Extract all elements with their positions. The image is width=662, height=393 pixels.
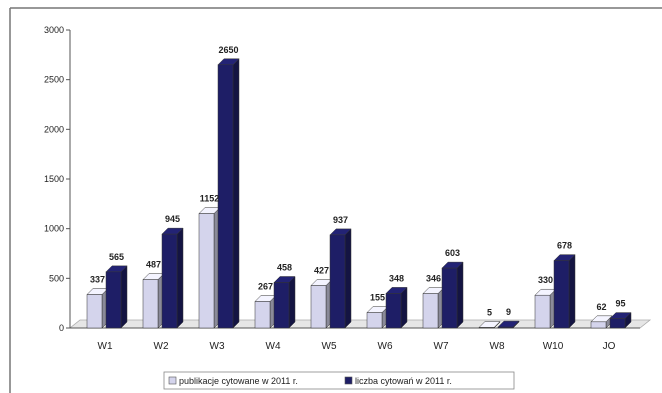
bar — [609, 311, 632, 329]
y-tick-label: 2500 — [44, 75, 64, 85]
x-tick-label: W5 — [322, 341, 337, 352]
bar-front — [310, 285, 327, 329]
bar-value-label: 603 — [445, 248, 460, 258]
category-labels: W1 W2 W3 W4 W5 W6 W7 W8 W10 JO — [98, 341, 616, 352]
bar — [422, 287, 445, 329]
y-tick-label: 3000 — [44, 25, 64, 35]
legend-label-series-0: publikacje cytowane w 2011 r. — [179, 376, 298, 386]
bar-value-label: 1152 — [200, 194, 220, 204]
bar — [254, 294, 277, 329]
bar-front — [329, 234, 346, 329]
bar-front — [422, 293, 439, 329]
bar-value-label: 330 — [538, 275, 553, 285]
bar-front — [105, 271, 122, 329]
bar — [329, 228, 352, 329]
y-tick-label: 0 — [59, 323, 64, 333]
bar-front — [366, 312, 383, 329]
x-tick-label: W7 — [434, 341, 449, 352]
bar — [86, 287, 109, 329]
bar — [105, 265, 128, 329]
bar-value-label: 458 — [277, 263, 292, 273]
bar-value-label: 565 — [109, 252, 124, 262]
bar — [478, 320, 501, 329]
bar-value-label: 427 — [314, 266, 329, 276]
bar-side — [288, 275, 296, 329]
bar-side — [120, 265, 128, 329]
bar-value-label: 9 — [506, 307, 511, 317]
bar — [142, 273, 165, 329]
x-tick-label: W2 — [154, 341, 169, 352]
bar-value-label: 62 — [596, 302, 606, 312]
bar-side — [400, 286, 408, 329]
bar-front — [385, 293, 402, 329]
bar-value-label: 487 — [146, 260, 161, 270]
x-tick-label: W10 — [543, 341, 564, 352]
bar — [161, 227, 184, 329]
bar-front — [497, 326, 514, 329]
bar-value-label: 346 — [426, 274, 441, 284]
bar-value-label: 155 — [370, 293, 385, 303]
bar — [273, 275, 296, 329]
bar-value-label: 2650 — [218, 45, 238, 55]
legend-swatch-series-0 — [168, 376, 177, 385]
bar — [366, 305, 389, 329]
bar-front — [609, 318, 626, 329]
legend-swatch-series-1 — [344, 376, 353, 385]
bar-front — [553, 260, 570, 329]
bar-front — [217, 64, 234, 329]
bar-front — [254, 301, 271, 329]
legend: publikacje cytowane w 2011 r. liczba cyt… — [163, 371, 515, 390]
bar-value-label: 937 — [333, 215, 348, 225]
x-tick-label: JO — [603, 341, 616, 352]
bar — [217, 58, 240, 329]
bar-side — [176, 227, 184, 329]
bar — [497, 320, 520, 329]
y-ticks: 0 500 1000 1500 2000 2500 3000 — [44, 25, 70, 333]
bar — [385, 286, 408, 329]
bar-value-label: 945 — [165, 214, 180, 224]
y-tick-label: 1500 — [44, 174, 64, 184]
bar-front — [86, 294, 103, 329]
legend-label-series-1: liczba cytowań w 2011 r. — [355, 376, 452, 386]
bar-front — [441, 267, 458, 329]
bar-front — [142, 279, 159, 329]
y-tick-label: 1000 — [44, 224, 64, 234]
legend-box — [163, 371, 515, 390]
x-tick-label: W8 — [490, 341, 505, 352]
bar-side — [344, 228, 352, 329]
bar — [310, 278, 333, 329]
bar-value-label: 678 — [557, 241, 572, 251]
bar-value-label: 337 — [90, 275, 105, 285]
x-tick-label: W3 — [210, 341, 225, 352]
bar-front — [273, 282, 290, 329]
bar — [441, 261, 464, 329]
y-tick-label: 500 — [49, 273, 64, 283]
x-tick-label: W1 — [98, 341, 113, 352]
bar-side — [568, 254, 576, 329]
bar-value-label: 95 — [615, 299, 625, 309]
bar-value-label: 267 — [258, 281, 273, 291]
bar — [553, 254, 576, 329]
bar — [198, 206, 221, 329]
value-labels: 337 565 487 945 1152 2650 267 458 427 937 155 348 34… — [90, 45, 626, 318]
bar — [534, 288, 557, 329]
x-tick-label: W6 — [378, 341, 393, 352]
bar-front — [534, 294, 551, 329]
bar-value-label: 5 — [487, 308, 492, 318]
bar-side — [456, 261, 464, 329]
bar-value-label: 348 — [389, 273, 404, 283]
bar-front — [198, 213, 215, 329]
y-tick-label: 2000 — [44, 124, 64, 134]
bar-front — [161, 233, 178, 329]
bar-front — [478, 327, 495, 329]
bar-side — [232, 58, 240, 329]
bar-front — [590, 321, 607, 329]
bars — [86, 58, 632, 329]
x-tick-label: W4 — [266, 341, 281, 352]
